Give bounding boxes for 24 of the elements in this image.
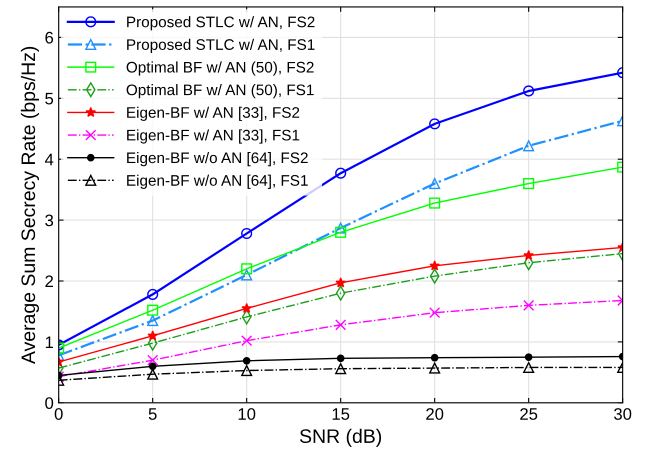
y-tick-label: 3 (45, 214, 54, 226)
legend-label: Eigen-BF w/o AN [64], FS2 (127, 152, 308, 166)
y-tick-label: 6 (45, 32, 54, 44)
legend-label: Proposed STLC w/ AN, FS2 (127, 16, 314, 30)
x-tick-label: 25 (520, 408, 538, 420)
y-tick-label: 5 (45, 92, 54, 104)
legend-label: Eigen-BF w/o AN [64], FS1 (127, 174, 308, 189)
y-tick-label: 4 (44, 154, 54, 166)
y-tick-label: 0 (45, 397, 54, 410)
legend-label: Optimal BF w/ AN (50), FS2 (126, 61, 314, 76)
legend-label: Optimal BF w/ AN (50), FS1 (126, 84, 314, 98)
x-tick-label: 5 (148, 408, 157, 420)
y-tick-label: 1 (46, 336, 54, 348)
legend-label: Eigen-BF w/ AN [33], FS1 (127, 129, 300, 144)
x-tick-label: 15 (332, 408, 350, 420)
x-tick-label: 0 (54, 408, 63, 420)
x-tick-label: 20 (426, 408, 444, 420)
x-axis-title: SNR (dB) (300, 428, 382, 447)
legend-label: Eigen-BF w/ AN [33], FS2 (127, 106, 300, 121)
legend-label: Proposed STLC w/ AN, FS1 (127, 38, 315, 53)
y-axis-title: Average Sum Secrecy Rate (bps/Hz) (20, 46, 39, 364)
y-tick-label: 2 (45, 275, 53, 288)
x-tick-label: 30 (614, 408, 632, 420)
x-tick-label: 10 (238, 408, 256, 420)
